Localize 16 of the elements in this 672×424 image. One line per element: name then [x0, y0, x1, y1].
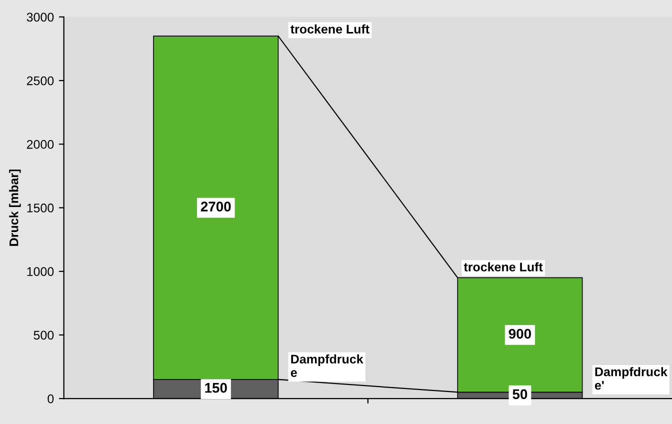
annotation: trockene Luft [290, 24, 370, 34]
y-tick-label: 3000 [26, 12, 54, 22]
data-label: 2700 [200, 202, 231, 212]
data-label: 50 [512, 389, 528, 400]
y-tick-label: 1000 [27, 267, 54, 276]
y-tick-label: 0 [48, 394, 54, 404]
y-axis-title: Druck [mbar] [9, 170, 21, 246]
y-tick-label: 1500 [27, 204, 54, 212]
data-label: 900 [508, 328, 531, 339]
y-tick-label: 2500 [26, 76, 54, 86]
annotation: Dampfdruck e [290, 354, 364, 378]
y-tick-label: 2000 [26, 140, 54, 149]
y-tick-label: 500 [34, 330, 54, 340]
data-label: 150 [205, 382, 227, 393]
annotation: trockene Luft [464, 262, 543, 272]
annotation: Dampfdruck e' [594, 367, 668, 390]
